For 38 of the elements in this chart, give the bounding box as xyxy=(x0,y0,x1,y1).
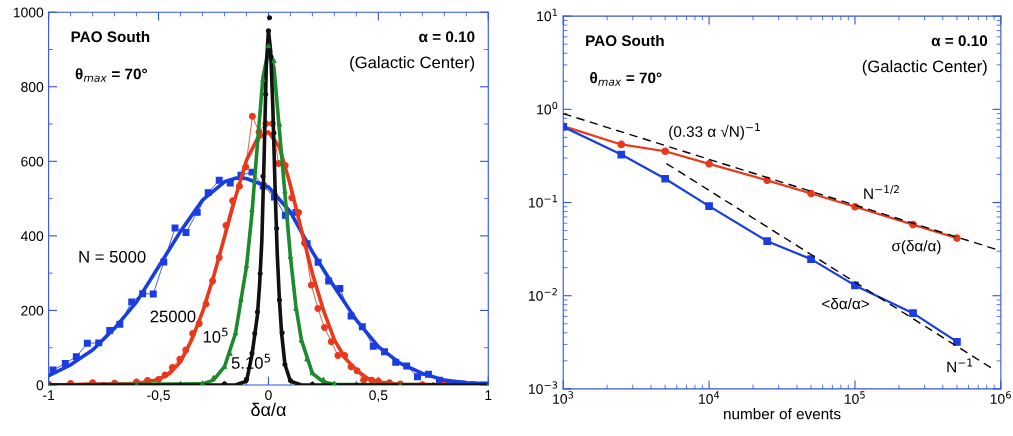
y-tick-label: 1000 xyxy=(13,7,44,18)
y-tick-label: 10$^{−2}$ xyxy=(529,288,557,301)
annotation: (Galactic Center) xyxy=(350,56,475,72)
x-tick-label: -1 xyxy=(43,390,55,400)
annotation: N$^{−1}$ xyxy=(947,358,973,373)
y-tick-label: 0 xyxy=(36,380,44,391)
x-tick-label: 1 xyxy=(485,390,492,400)
x-tick-label: 10$^{4}$ xyxy=(699,391,720,404)
x-tick-label: 0,5 xyxy=(369,390,388,402)
annotation: <δα/α> xyxy=(822,297,869,310)
y-tick-label: 400 xyxy=(20,231,44,242)
annotation: θ$_{max}$ = 70° xyxy=(590,72,662,86)
y-tick-label: 800 xyxy=(21,82,44,92)
annotation: α = 0.10 xyxy=(931,35,988,47)
annotation: N$^{−1/2}$ xyxy=(864,185,899,199)
x-axis-title: number of events xyxy=(724,408,841,420)
annotation: (0.33 α √N)$^{−1}$ xyxy=(669,123,760,141)
annotation: PAO South xyxy=(71,30,150,43)
x-tick-label: 10$^{6}$ xyxy=(990,391,1011,404)
y-tick-label: 10$^{0}$ xyxy=(537,101,558,115)
annotation: 10$^{5}$ xyxy=(203,327,228,343)
x-tick-label: -0,5 xyxy=(147,390,170,402)
y-tick-label: 10$^{−3}$ xyxy=(529,381,558,394)
x-tick-label: 0 xyxy=(265,390,272,401)
annotation: (Galactic Center) xyxy=(862,59,987,76)
annotation: α = 0.10 xyxy=(419,31,475,43)
x-axis-title: δα/α xyxy=(251,402,286,417)
annotation: 25000 xyxy=(150,310,196,323)
annotation: θ$_{max}$ = 70° xyxy=(75,68,147,82)
annotation: σ(δα/α) xyxy=(892,240,941,255)
annotation: PAO South xyxy=(586,34,664,47)
annotation: N = 5000 xyxy=(79,250,146,263)
y-tick-label: 10$^{1}$ xyxy=(537,8,558,22)
x-tick-label: 10$^{3}$ xyxy=(553,391,574,404)
y-tick-label: 600 xyxy=(21,156,44,167)
x-tick-label: 10$^{5}$ xyxy=(844,391,865,404)
y-tick-label: 200 xyxy=(21,305,44,316)
y-tick-label: 10$^{−1}$ xyxy=(529,195,557,208)
